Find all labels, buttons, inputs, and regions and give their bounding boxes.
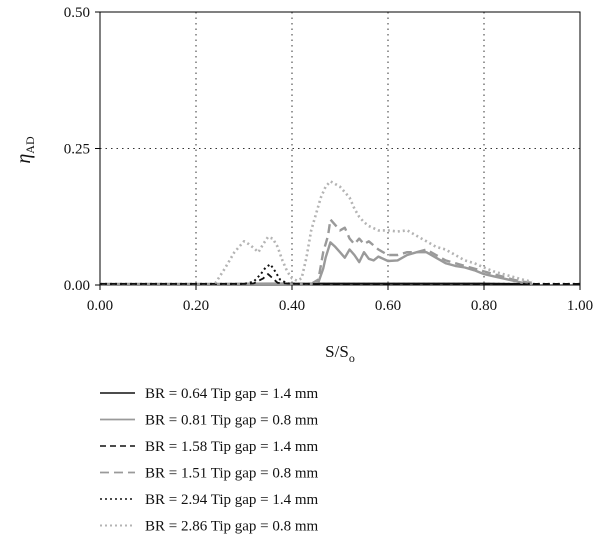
y-axis-title-sub: AD	[23, 136, 37, 154]
series-line-5	[100, 263, 580, 285]
legend-label-6: BR = 2.86 Tip gap = 0.8 mm	[145, 519, 319, 535]
legend: BR = 0.64 Tip gap = 1.4 mm BR = 0.81 Tip …	[100, 386, 319, 535]
x-tick-label: 0.80	[471, 298, 497, 314]
series-line-2	[100, 241, 533, 286]
legend-label-4: BR = 1.51 Tip gap = 0.8 mm	[145, 466, 319, 482]
series-line-6	[214, 180, 533, 285]
x-tick-label: 0.00	[87, 298, 113, 314]
series-lines	[100, 180, 580, 286]
x-tick-label: 0.60	[375, 298, 401, 314]
legend-label-1: BR = 0.64 Tip gap = 1.4 mm	[145, 386, 319, 402]
y-axis-title: ηAD	[13, 136, 37, 164]
x-tick-label: 1.00	[567, 298, 593, 314]
x-axis-title: S/So	[325, 342, 355, 365]
x-tick-label: 0.20	[183, 298, 209, 314]
grid-lines	[100, 12, 580, 285]
y-tick-label: 0.00	[64, 278, 90, 294]
legend-label-2: BR = 0.81 Tip gap = 0.8 mm	[145, 413, 319, 429]
y-axis-title-main: η	[13, 154, 35, 164]
y-tick-label: 0.25	[64, 142, 90, 158]
series-line-3	[100, 273, 580, 285]
legend-label-3: BR = 1.58 Tip gap = 1.4 mm	[145, 439, 319, 455]
legend-label-5: BR = 2.94 Tip gap = 1.4 mm	[145, 492, 319, 508]
x-axis-title-sub: o	[349, 351, 355, 365]
y-tick-label: 0.50	[64, 5, 90, 21]
x-axis-title-main: S/S	[325, 342, 349, 361]
series-line-4	[310, 218, 533, 285]
axis-ticks: 0.00 0.20 0.40 0.60 0.80 1.00 0.00 0.25 0.50	[64, 5, 593, 314]
x-tick-label: 0.40	[279, 298, 305, 314]
